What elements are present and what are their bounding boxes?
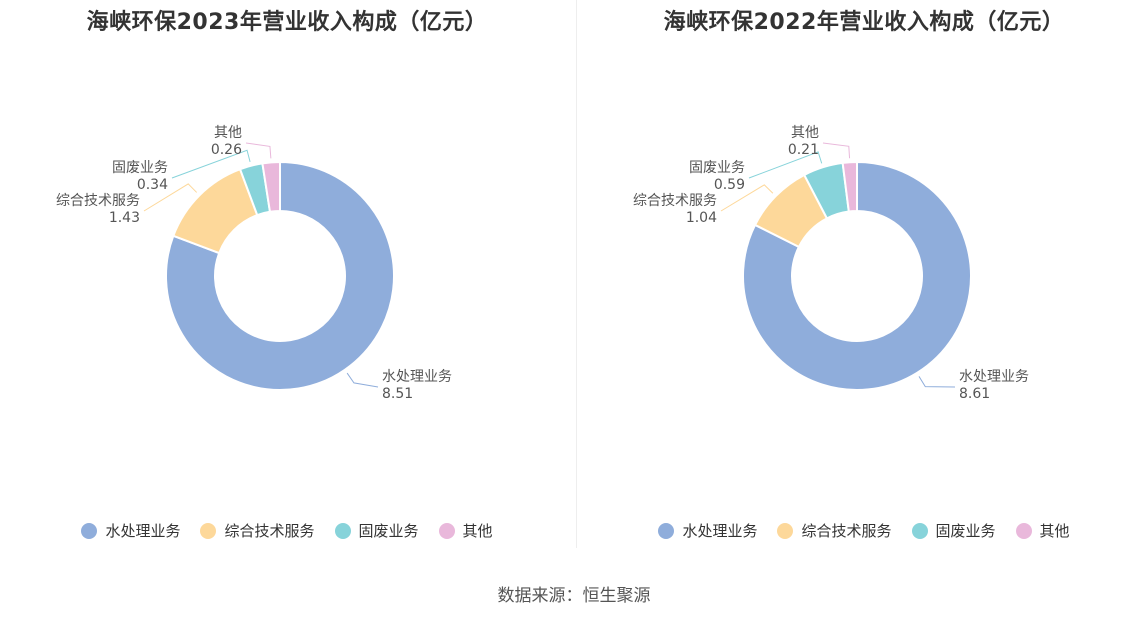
legend-dot-icon (658, 522, 675, 539)
leader-line (720, 184, 774, 212)
legend-item[interactable]: 水处理业务 (81, 520, 180, 541)
slice-label: 其他 (214, 125, 242, 141)
slice-value: 0.26 (211, 142, 242, 158)
legend-dot-icon (911, 522, 928, 539)
slice-label: 综合技术服务 (56, 193, 140, 209)
chart-panel-2022: 海峡环保2022年营业收入构成（亿元） 水处理业务 8.61 综合技术服务 1.04 固… (577, 0, 1148, 560)
chart-title: 海峡环保2023年营业收入构成（亿元） (86, 10, 488, 35)
leader-line (245, 142, 272, 159)
legend-dot-icon (334, 522, 351, 539)
legend-item[interactable]: 其他 (438, 520, 493, 541)
slice-value: 8.61 (959, 386, 990, 402)
leader-line (748, 151, 823, 179)
legend-item[interactable]: 水处理业务 (658, 520, 757, 541)
leader-line (918, 376, 956, 388)
legend-label: 其他 (462, 522, 493, 540)
leader-line (822, 142, 851, 159)
legend-dot-icon (81, 522, 98, 539)
legend-item[interactable]: 其他 (1015, 520, 1070, 541)
legend-item[interactable]: 综合技术服务 (200, 520, 315, 541)
divider (576, 0, 577, 548)
legend-dot-icon (777, 522, 794, 539)
slice-value: 0.21 (788, 142, 819, 158)
donut-slice[interactable] (841, 160, 858, 213)
legend: 水处理业务 综合技术服务 固废业务 其他 (0, 520, 574, 541)
legend-dot-icon (438, 522, 455, 539)
data-source: 数据来源：恒生聚源 (497, 586, 651, 606)
chart-title: 海峡环保2022年营业收入构成（亿元） (663, 10, 1065, 35)
leader-line (143, 183, 198, 212)
legend-label: 其他 (1039, 522, 1070, 540)
slice-label: 固废业务 (112, 160, 168, 176)
chart-panel-2023: 海峡环保2023年营业收入构成（亿元） 水处理业务 8.51 综合技术服务 1.43 固… (0, 0, 574, 560)
legend-dot-icon (200, 522, 217, 539)
slice-value: 8.51 (382, 386, 413, 402)
slice-label: 水处理业务 (959, 369, 1029, 385)
legend: 水处理业务 综合技术服务 固废业务 其他 (577, 520, 1148, 541)
slice-value: 0.34 (137, 177, 168, 193)
leader-line (346, 372, 379, 388)
leader-line (171, 149, 251, 179)
slice-value: 0.59 (714, 177, 745, 193)
legend-label: 固废业务 (358, 522, 419, 540)
donut-slice[interactable] (165, 160, 395, 391)
slice-label: 其他 (791, 125, 819, 141)
donut-slice[interactable] (742, 160, 972, 391)
slice-value: 1.43 (109, 210, 140, 226)
slice-label: 水处理业务 (382, 369, 452, 385)
slice-label: 固废业务 (689, 160, 745, 176)
legend-item[interactable]: 综合技术服务 (777, 520, 892, 541)
legend-label: 综合技术服务 (801, 522, 892, 540)
legend-label: 固废业务 (935, 522, 996, 540)
legend-label: 水处理业务 (682, 522, 758, 540)
legend-item[interactable]: 固废业务 (911, 520, 996, 541)
legend-label: 水处理业务 (105, 522, 181, 540)
legend-item[interactable]: 固废业务 (334, 520, 419, 541)
legend-label: 综合技术服务 (224, 522, 315, 540)
slice-label: 综合技术服务 (633, 193, 717, 209)
donut-slice[interactable] (261, 160, 281, 213)
slice-value: 1.04 (686, 210, 717, 226)
legend-dot-icon (1015, 522, 1032, 539)
